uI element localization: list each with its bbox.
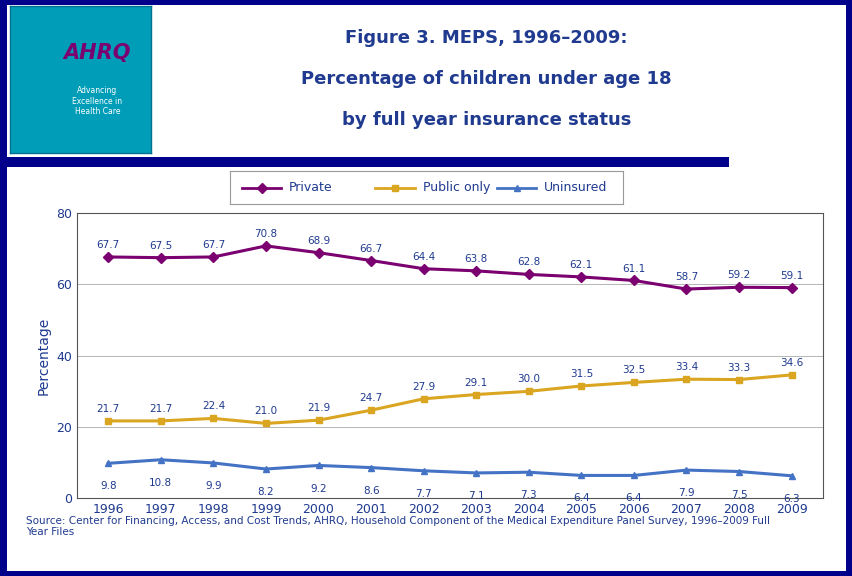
Text: 22.4: 22.4 — [202, 401, 225, 411]
Text: 64.4: 64.4 — [412, 252, 435, 262]
Text: 62.8: 62.8 — [516, 257, 540, 267]
Text: 7.3: 7.3 — [520, 490, 537, 501]
Text: 6.3: 6.3 — [782, 494, 799, 504]
Text: 9.2: 9.2 — [310, 483, 326, 494]
Text: 34.6: 34.6 — [779, 358, 803, 368]
Text: 8.2: 8.2 — [257, 487, 274, 497]
Text: AHRQ: AHRQ — [64, 43, 131, 63]
Text: 24.7: 24.7 — [359, 393, 383, 403]
Text: 6.4: 6.4 — [573, 494, 589, 503]
Text: Public only: Public only — [422, 181, 489, 194]
Text: 21.7: 21.7 — [149, 404, 172, 414]
Text: 21.7: 21.7 — [96, 404, 120, 414]
Y-axis label: Percentage: Percentage — [37, 317, 50, 395]
Text: 7.9: 7.9 — [677, 488, 694, 498]
Text: 63.8: 63.8 — [464, 254, 487, 264]
Text: 66.7: 66.7 — [359, 244, 383, 253]
Text: 33.3: 33.3 — [727, 363, 750, 373]
Text: 7.1: 7.1 — [468, 491, 484, 501]
Text: 29.1: 29.1 — [464, 378, 487, 388]
Text: Percentage of children under age 18: Percentage of children under age 18 — [301, 70, 671, 88]
Text: 21.0: 21.0 — [254, 407, 277, 416]
Text: 9.9: 9.9 — [204, 481, 222, 491]
Text: 58.7: 58.7 — [674, 272, 697, 282]
Text: 7.5: 7.5 — [730, 490, 746, 499]
Text: Private: Private — [289, 181, 332, 194]
Text: 67.7: 67.7 — [96, 240, 120, 250]
Text: 6.4: 6.4 — [625, 494, 642, 503]
Text: 67.5: 67.5 — [149, 241, 172, 251]
Text: 62.1: 62.1 — [569, 260, 592, 270]
Text: 8.6: 8.6 — [362, 486, 379, 495]
Text: 33.4: 33.4 — [674, 362, 697, 372]
Text: Uninsured: Uninsured — [544, 181, 607, 194]
Text: 21.9: 21.9 — [307, 403, 330, 413]
Text: 27.9: 27.9 — [412, 382, 435, 392]
Text: 7.7: 7.7 — [415, 489, 431, 499]
Text: 32.5: 32.5 — [622, 365, 645, 376]
Text: 59.1: 59.1 — [779, 271, 803, 281]
Text: 10.8: 10.8 — [149, 478, 172, 488]
Text: by full year insurance status: by full year insurance status — [341, 111, 630, 130]
Text: 31.5: 31.5 — [569, 369, 592, 379]
Text: 59.2: 59.2 — [727, 270, 750, 281]
Text: 70.8: 70.8 — [254, 229, 277, 239]
Text: Figure 3. MEPS, 1996–2009:: Figure 3. MEPS, 1996–2009: — [344, 29, 627, 47]
Text: 61.1: 61.1 — [622, 264, 645, 274]
Text: Advancing
Excellence in
Health Care: Advancing Excellence in Health Care — [72, 86, 123, 116]
Text: 30.0: 30.0 — [516, 374, 539, 384]
Text: 68.9: 68.9 — [307, 236, 330, 246]
Text: 67.7: 67.7 — [202, 240, 225, 250]
Text: 9.8: 9.8 — [100, 482, 117, 491]
Text: Source: Center for Financing, Access, and Cost Trends, AHRQ, Household Component: Source: Center for Financing, Access, an… — [26, 516, 769, 537]
